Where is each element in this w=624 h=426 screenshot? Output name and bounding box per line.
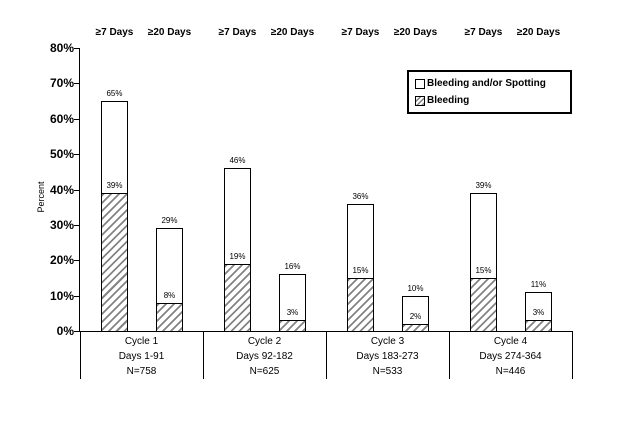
group-label-cell: Cycle 2 Days 92-182 N=625 [203,334,326,379]
bar-bleeding [402,323,429,332]
y-tick-label: 70% [49,76,74,90]
bar-total-label: 11% [530,280,547,290]
bar-total-label: 36% [352,191,369,201]
y-tick [74,119,80,120]
y-tick [74,260,80,261]
bar-bleeding-label: 3% [532,308,545,318]
group-label-line: Cycle 3 [370,336,405,347]
bar-bleeding-label: 39% [106,181,123,191]
group-separator [572,331,573,379]
bar-header-label: ≥20 Days [270,27,315,38]
group-label-line: Days 92-182 [236,351,293,362]
legend-item-bleeding-spotting: Bleeding and/or Spotting [415,78,570,89]
bar-bleeding [347,277,374,332]
bar-bleeding [156,302,183,332]
y-tick [74,331,80,332]
group-separator [203,331,204,379]
bar-total-label: 65% [106,89,123,99]
bar-header-label: ≥7 Days [464,27,503,38]
group-label-line: Cycle 1 [124,336,159,347]
bar-bleeding [101,193,128,332]
bar-total-label: 29% [161,216,178,226]
bar-header-label: ≥7 Days [95,27,134,38]
y-tick [74,296,80,297]
y-tick-label: 0% [56,324,74,338]
bar-bleeding-label: 19% [229,251,246,261]
bar-header-label: ≥7 Days [341,27,380,38]
bar-total-label: 39% [475,181,492,191]
y-axis-title: Percent [36,181,46,213]
bar-bleeding [470,277,497,332]
bar-bleeding [279,320,306,332]
bar-bleeding-label: 8% [163,290,176,300]
y-tick [74,154,80,155]
bar-bleeding-label: 15% [352,265,369,275]
legend-label-bleeding: Bleeding [427,95,470,106]
group-label-cell: Cycle 3 Days 183-273 N=533 [326,334,449,379]
bar-total-label: 16% [284,262,301,272]
bar-header-label: ≥20 Days [393,27,438,38]
y-tick-label: 30% [49,218,74,232]
bar-bleeding-label: 2% [409,311,422,321]
y-tick [74,190,80,191]
y-tick [74,83,80,84]
group-label-line: Days 183-273 [356,351,419,362]
group-label-line: N=625 [249,366,280,377]
y-tick-label: 20% [49,253,74,267]
group-label-cell: Cycle 4 Days 274-364 N=446 [449,334,572,379]
group-label-line: Days 1-91 [118,351,165,362]
group-separator [80,331,81,379]
legend-label-bleeding-spotting: Bleeding and/or Spotting [427,78,546,89]
group-label-line: N=533 [372,366,403,377]
bar-bleeding [224,263,251,332]
group-label-line: N=758 [126,366,157,377]
y-tick-label: 80% [49,41,74,55]
y-tick [74,48,80,49]
group-label-line: Cycle 2 [247,336,282,347]
group-separator [449,331,450,379]
bar-bleeding-label: 3% [286,308,299,318]
legend: Bleeding and/or Spotting Bleeding [407,70,572,114]
bar-total-label: 10% [407,283,424,293]
bar-bleeding [525,320,552,332]
bar-bleeding-label: 15% [475,265,492,275]
legend-item-bleeding: Bleeding [415,95,570,106]
group-separator [326,331,327,379]
group-label-line: Days 274-364 [479,351,542,362]
bar-header-label: ≥7 Days [218,27,257,38]
white-square-swatch-icon [415,78,425,89]
y-tick-label: 10% [49,289,74,303]
y-tick-label: 60% [49,112,74,126]
y-tick-label: 50% [49,147,74,161]
group-label-line: N=446 [495,366,526,377]
y-tick [74,225,80,226]
group-label-line: Cycle 4 [493,336,528,347]
y-tick-label: 40% [49,183,74,197]
bar-header-label: ≥20 Days [147,27,192,38]
bar-total-label: 46% [229,156,246,166]
group-label-cell: Cycle 1 Days 1-91 N=758 [80,334,203,379]
bar-header-label: ≥20 Days [516,27,561,38]
hatched-square-swatch-icon [415,95,425,106]
